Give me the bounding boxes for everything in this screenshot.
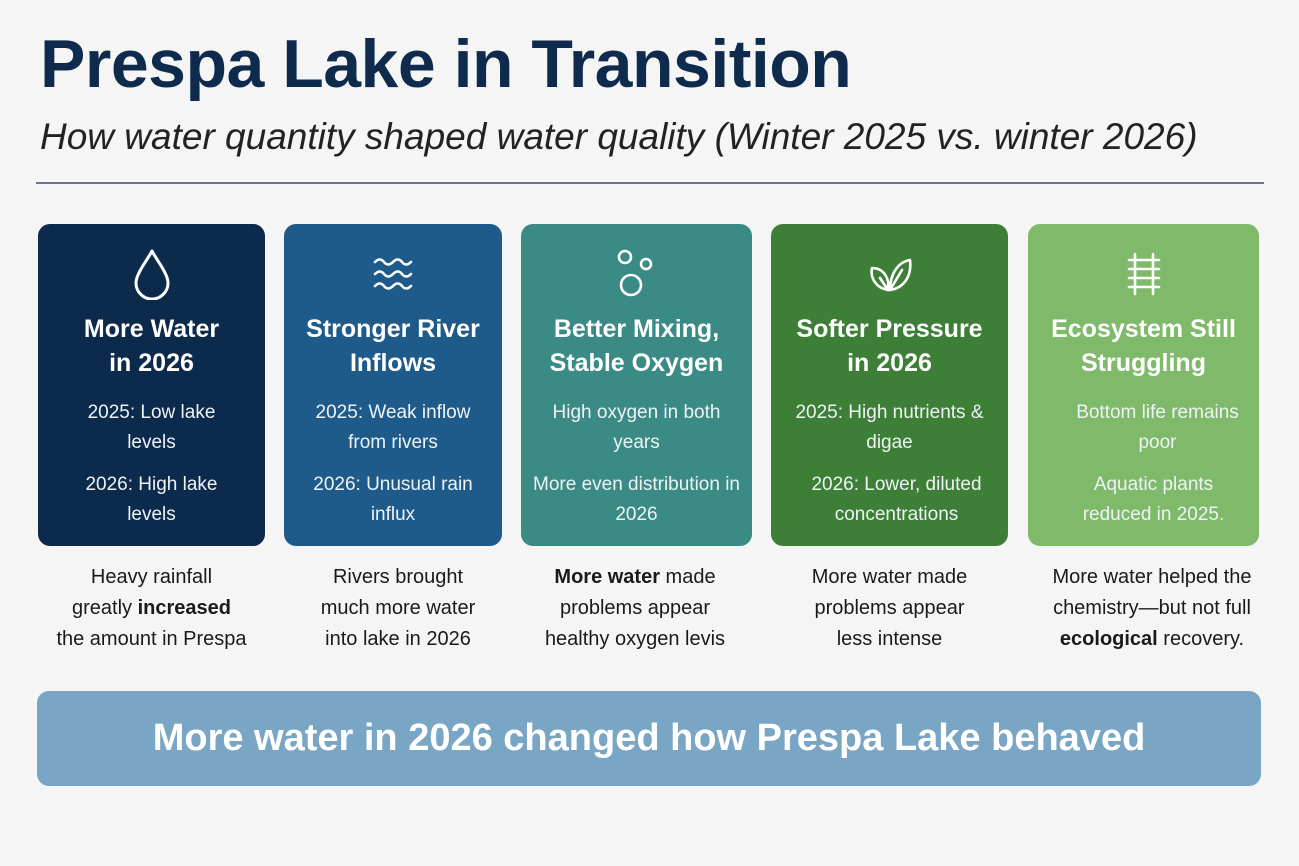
card-detail-2025: 2025: Low lake levels xyxy=(87,402,216,453)
page-title: Prespa Lake in Transition xyxy=(40,26,852,102)
caption-ecosystem: More water helped the chemistry—but not … xyxy=(1052,566,1252,650)
card-detail-2026: 2026: Unusual rain influx xyxy=(313,474,473,525)
waves-icon xyxy=(284,246,502,302)
card-detail-2025: 2025: High nutrients & digae xyxy=(795,402,984,453)
divider xyxy=(36,182,1264,184)
card-title: Better Mixing, Stable Oxygen xyxy=(549,315,724,377)
water-drop-icon xyxy=(38,246,265,302)
card-detail-1: High oxygen in both years xyxy=(552,402,721,453)
card-title: Softer Pressure in 2026 xyxy=(796,315,983,377)
ladder-icon xyxy=(1028,246,1259,302)
caption-softer-pressure: More water made problems appear less int… xyxy=(811,566,968,650)
summary-banner: More water in 2026 changed how Prespa La… xyxy=(37,691,1261,786)
card-detail-2026: 2026: Lower, diluted concentrations xyxy=(811,474,982,525)
card-detail-1: Bottom life remains poor xyxy=(1076,402,1239,453)
card-title: More Water in 2026 xyxy=(83,315,220,377)
card-detail-2: Aquatic plants reduced in 2025. xyxy=(1082,474,1225,525)
card-detail-2026: 2026: High lake levels xyxy=(85,474,218,525)
bubbles-icon xyxy=(521,246,752,302)
leaf-icon xyxy=(771,246,1008,302)
card-title: Stronger River Inflows xyxy=(306,315,480,377)
caption-more-water: Heavy rainfall greatly increased the amo… xyxy=(56,566,247,650)
card-river-inflows: Stronger River Inflows 2025: Weak inflow … xyxy=(284,224,502,546)
caption-river-inflows: Rivers brought much more water into lake… xyxy=(320,566,476,650)
page-subtitle: How water quantity shaped water quality … xyxy=(40,116,1198,157)
card-softer-pressure: Softer Pressure in 2026 2025: High nutrie… xyxy=(771,224,1008,546)
card-detail-2025: 2025: Weak inflow from rivers xyxy=(315,402,471,453)
card-ecosystem: Ecosystem Still Struggling Bottom life re… xyxy=(1028,224,1259,546)
card-more-water: More Water in 2026 2025: Low lake levels … xyxy=(38,224,265,546)
card-detail-2: More even distribution in 2026 xyxy=(533,474,740,525)
card-mixing-oxygen: Better Mixing, Stable Oxygen High oxygen … xyxy=(521,224,752,546)
caption-mixing-oxygen: More water made problems appear healthy … xyxy=(544,566,726,650)
card-title: Ecosystem Still Struggling xyxy=(1051,315,1236,377)
